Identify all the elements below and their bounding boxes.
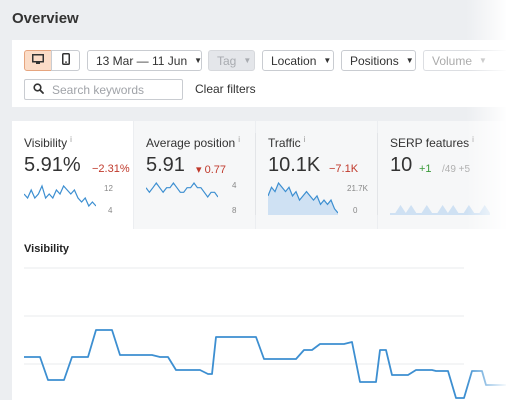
metric-delta: −7.1K (329, 163, 359, 175)
sparkline-line (146, 181, 218, 199)
divider (255, 133, 256, 215)
sparkline-serp-features (390, 205, 490, 215)
mobile-icon (61, 52, 70, 70)
visibility-chart-panel (12, 229, 506, 400)
info-icon: i (472, 135, 474, 144)
metric-delta-extra: /49 +5 (442, 164, 471, 175)
sparkline-line (24, 184, 96, 208)
metric-title: SERP features i (390, 135, 474, 150)
divider (377, 133, 378, 215)
metric-title-text: Visibility (24, 136, 68, 150)
chevron-down-icon: ▼ (479, 56, 487, 65)
scale-top: 12 (104, 184, 113, 193)
clear-filters-button[interactable]: Clear filters (195, 82, 256, 96)
metric-delta: ▾ 0.77 (196, 164, 226, 176)
metric-value: 5.91% (24, 154, 81, 176)
scale-bottom: 8 (232, 206, 237, 215)
info-icon: i (238, 135, 240, 144)
metric-title: Traffic i (268, 135, 305, 150)
desktop-device-button[interactable] (24, 50, 52, 71)
date-range-label: 13 Mar — 11 Jun (96, 53, 188, 68)
volume-dropdown[interactable]: Volume ▼ (423, 50, 506, 71)
chevron-down-icon: ▼ (243, 56, 252, 65)
chevron-down-icon: ▼ (405, 56, 414, 65)
location-label: Location (271, 53, 317, 68)
positions-dropdown[interactable]: Positions ▼ (341, 50, 416, 71)
metric-card-visibility[interactable]: Visibility i 5.91% −2.31% 12 4 (12, 121, 133, 229)
tag-label: Tag (217, 53, 237, 68)
metric-value: 10 (390, 154, 413, 176)
visibility-chart (24, 267, 506, 399)
scale-top: 21.7K (347, 184, 368, 193)
search-keywords-field[interactable] (24, 79, 183, 100)
metric-card-average-position[interactable]: Average position i 5.91 ▾ 0.77 4 8 (134, 121, 255, 229)
volume-label: Volume (432, 53, 473, 68)
metric-delta: +1 (419, 163, 432, 175)
sparkline-average-position (146, 181, 218, 199)
date-range-dropdown[interactable]: 13 Mar — 11 Jun ▼ (87, 50, 202, 71)
scale-top: 4 (232, 181, 237, 190)
sparkline-traffic (268, 181, 338, 215)
info-icon: i (303, 135, 306, 144)
metric-card-serp-features[interactable]: SERP features i 10 +1 /49 +5 (378, 121, 506, 229)
info-icon: i (70, 135, 72, 144)
visibility-chart-title: Visibility (24, 243, 70, 255)
metric-value: 10.1K (268, 154, 321, 176)
search-icon (33, 81, 44, 99)
sparkline-line (268, 181, 338, 214)
chevron-down-icon: ▼ (194, 56, 203, 65)
sparkline-visibility (24, 184, 96, 208)
metric-card-traffic[interactable]: Traffic i 10.1K −7.1K 21.7K 0 (256, 121, 377, 229)
sparkline-area (390, 205, 490, 215)
metric-delta: −2.31% (92, 163, 130, 175)
sparkline-area (268, 183, 338, 215)
metric-title-text: SERP features (390, 136, 470, 150)
search-input[interactable] (52, 82, 172, 97)
positions-label: Positions (350, 53, 399, 68)
visibility-line (24, 329, 506, 399)
scale-bottom: 4 (108, 206, 113, 215)
tag-dropdown[interactable]: Tag ▼ (208, 50, 255, 71)
mobile-device-button[interactable] (51, 50, 80, 71)
page-title: Overview (12, 10, 79, 27)
location-dropdown[interactable]: Location ▼ (262, 50, 334, 71)
chevron-down-icon: ▼ (323, 56, 332, 65)
desktop-icon (32, 52, 44, 70)
metric-title: Visibility i (24, 135, 72, 150)
metric-value: 5.91 (146, 154, 185, 176)
metric-title: Average position i (146, 135, 240, 150)
metric-title-text: Average position (146, 136, 236, 150)
metrics-row: Visibility i 5.91% −2.31% 12 4 Average po… (12, 121, 506, 229)
scale-bottom: 0 (353, 206, 358, 215)
metric-title-text: Traffic (268, 136, 301, 150)
